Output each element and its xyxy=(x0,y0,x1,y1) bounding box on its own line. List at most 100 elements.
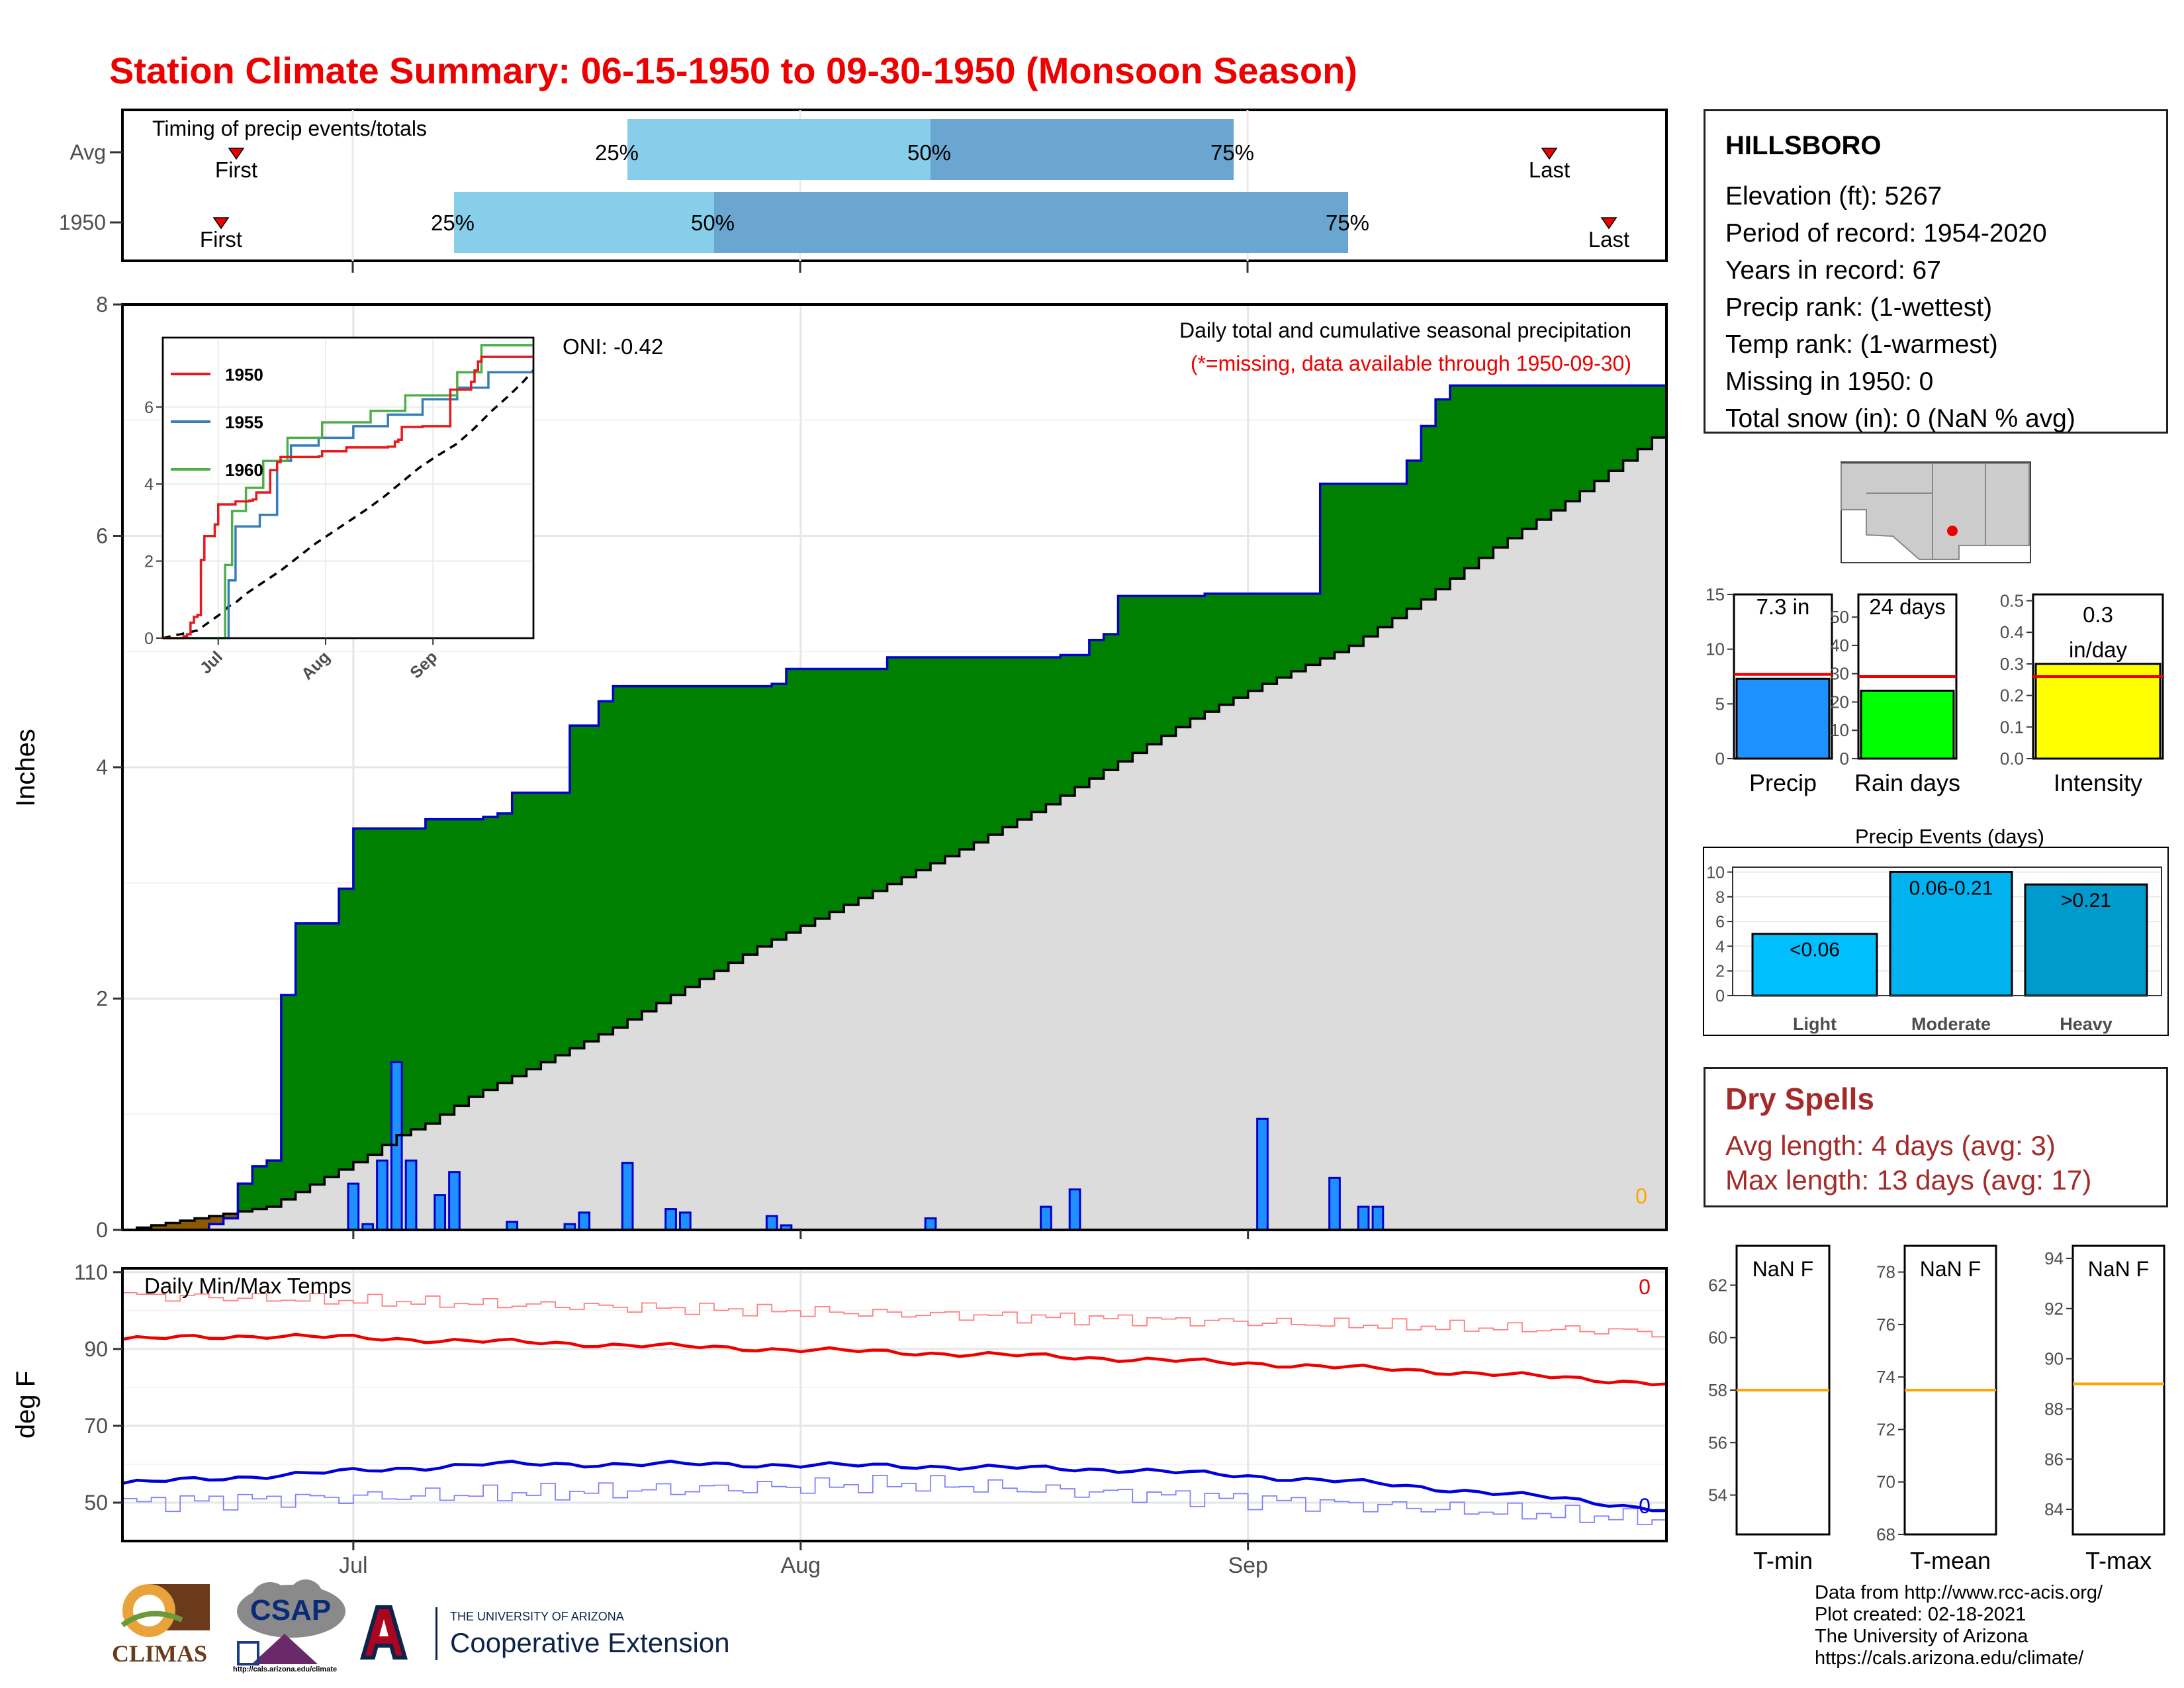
daily-bar xyxy=(347,1182,360,1231)
mini-top-label-0: 7.3 in xyxy=(1756,594,1810,619)
daily-bar xyxy=(1328,1176,1341,1231)
daily-bar xyxy=(664,1208,677,1231)
mini-tick-label: 30 xyxy=(1830,664,1849,684)
daily-bar xyxy=(404,1159,418,1231)
event-bar-label-0: <0.06 xyxy=(1790,939,1840,961)
temp-box-tick-label: 54 xyxy=(1708,1485,1727,1505)
ua-logo: THE UNIVERSITY OF ARIZONA Cooperative Ex… xyxy=(357,1602,754,1668)
temp-box-top-2: NaN F xyxy=(2088,1257,2149,1281)
inset-ytick-label: 6 xyxy=(144,399,154,417)
mini-top-label-2-unit: in/day xyxy=(2069,637,2128,662)
daily-bar xyxy=(924,1217,937,1231)
avg-last-label: Last xyxy=(1529,158,1570,182)
mini-bar-0 xyxy=(1735,677,1831,760)
y1950-last-marker xyxy=(1600,217,1617,230)
main-annotation-title: Daily total and cumulative seasonal prec… xyxy=(1179,318,1631,342)
daily-bar xyxy=(1357,1205,1370,1231)
temp-box-tick-label: 68 xyxy=(1876,1524,1895,1544)
temp-axes: 50 70 90 110 Jul Aug Sep xyxy=(74,1260,1268,1578)
main-y-axis: 0 2 4 6 8 xyxy=(96,293,1250,1242)
locator-map xyxy=(1841,461,2031,563)
temp-chart: 50 70 90 110 Jul Aug Sep Daily Min/Max Temps d… xyxy=(11,1260,1668,1578)
y1950-first-label: First xyxy=(200,227,242,252)
avg-first-label: First xyxy=(215,158,257,182)
daily-bar xyxy=(678,1211,692,1231)
station-precip-rank: Precip rank: (1-wettest) xyxy=(1725,293,1993,322)
climas-logo: CLIMAS xyxy=(109,1579,215,1671)
oni-label: ONI: -0.42 xyxy=(563,334,663,359)
y1950-first-marker xyxy=(212,217,230,230)
event-ytick-label: 0 xyxy=(1715,987,1725,1006)
credit-line-source: Data from http://www.rcc-acis.org/ xyxy=(1815,1582,2103,1603)
event-category-2: Heavy xyxy=(2060,1014,2113,1034)
temp-ytick-label: 110 xyxy=(74,1260,108,1284)
mini-tick-label: 0.3 xyxy=(2000,654,2024,674)
main-ytick-label: 0 xyxy=(96,1218,108,1242)
inset-ytick-label: 4 xyxy=(144,475,154,494)
dry-spells-title: Dry Spells xyxy=(1725,1082,1874,1116)
temp-box-top-0: NaN F xyxy=(1752,1257,1813,1281)
daily-bar xyxy=(433,1194,447,1231)
mini-xlabel-2: Intensity xyxy=(2054,769,2142,796)
temp-box-tick-label: 88 xyxy=(2044,1399,2064,1419)
inset-ytick-label: 2 xyxy=(144,553,154,571)
inset-1960-line xyxy=(163,344,533,639)
main-ylabel: Inches xyxy=(11,729,40,807)
inset-ytick-label: 0 xyxy=(144,630,154,648)
temp-xtick-label: Jul xyxy=(339,1553,367,1578)
main-chart: 0 2 4 6 8 Inches Daily total and cumulative … xyxy=(11,293,1668,1242)
daily-bar xyxy=(1068,1188,1081,1231)
y1950-last-label: Last xyxy=(1588,227,1629,252)
daily-bar xyxy=(765,1215,778,1231)
temp-box-tick-label: 62 xyxy=(1708,1275,1727,1295)
station-years: Years in record: 67 xyxy=(1725,256,1941,285)
main-ytick-label: 6 xyxy=(96,524,108,548)
event-ytick-label: 8 xyxy=(1715,888,1725,907)
daily-bar xyxy=(1040,1205,1052,1231)
temp-box-tick-label: 74 xyxy=(1876,1367,1895,1387)
event-bar-label-1: 0.06-0.21 xyxy=(1909,877,1993,899)
ua-big-text: Cooperative Extension xyxy=(450,1627,730,1658)
temp-ytick-label: 50 xyxy=(84,1491,108,1515)
station-temp-rank: Temp rank: (1-warmest) xyxy=(1725,330,1998,359)
temp-box-tick-label: 60 xyxy=(1708,1328,1727,1348)
mini-tick-label: 10 xyxy=(1706,639,1725,659)
mini-top-label-1: 24 days xyxy=(1869,594,1946,619)
dry-spells-avg: Avg length: 4 days (avg: 3) xyxy=(1725,1130,2056,1161)
avg-q1-bar xyxy=(627,119,931,180)
page-title: Station Climate Summary: 06-15-1950 to 0… xyxy=(109,50,1357,91)
event-ytick-label: 6 xyxy=(1715,913,1725,931)
mini-tick-label: 0.5 xyxy=(2000,591,2024,611)
ua-small-text: THE UNIVERSITY OF ARIZONA xyxy=(450,1610,624,1623)
station-snow: Total snow (in): 0 (NaN % avg) xyxy=(1725,404,2075,433)
mini-tick-label: 0.1 xyxy=(2000,717,2024,737)
events-title: Precip Events (days) xyxy=(1855,825,2044,848)
temp-box-label-2: T-max xyxy=(2085,1547,2152,1574)
mini-tick-label: 20 xyxy=(1830,692,1849,712)
avg-25-label: 25% xyxy=(595,140,639,165)
avg-last-marker xyxy=(1541,148,1558,160)
mini-top-label-2: 0.3 xyxy=(2083,602,2113,627)
avg-50-label: 50% xyxy=(907,140,951,165)
daily-bar xyxy=(1256,1117,1269,1231)
missing-count: 0 xyxy=(1635,1184,1647,1208)
csap-cloud-icon xyxy=(237,1579,345,1665)
csap-url: http://cals.arizona.edu/climate xyxy=(233,1665,338,1673)
y1950-q2-bar xyxy=(714,192,1348,253)
temp-boxes: 54 56 58 60 62 NaN F T-min 68 70 72 74 76 78 NaN F T-m… xyxy=(1708,1244,2165,1574)
daily-max-line xyxy=(122,1291,1667,1338)
event-bar-1 xyxy=(1889,870,2013,997)
daily-min-line xyxy=(122,1475,1667,1526)
temp-box-tick-label: 92 xyxy=(2044,1299,2064,1319)
credit-line-univ: The University of Arizona xyxy=(1815,1626,2028,1647)
temp-min-missing: 0 xyxy=(1639,1494,1651,1518)
event-category-0: Light xyxy=(1793,1014,1837,1034)
y1950-25-label: 25% xyxy=(431,211,475,235)
y1950-75-label: 75% xyxy=(1326,211,1369,235)
timing-panel: Timing of precip events/totals Avg 1950 … xyxy=(59,109,1668,273)
station-elevation: Elevation (ft): 5267 xyxy=(1725,182,1942,211)
event-category-1: Moderate xyxy=(1911,1014,1991,1034)
average-cumulative-line xyxy=(122,426,1668,1231)
